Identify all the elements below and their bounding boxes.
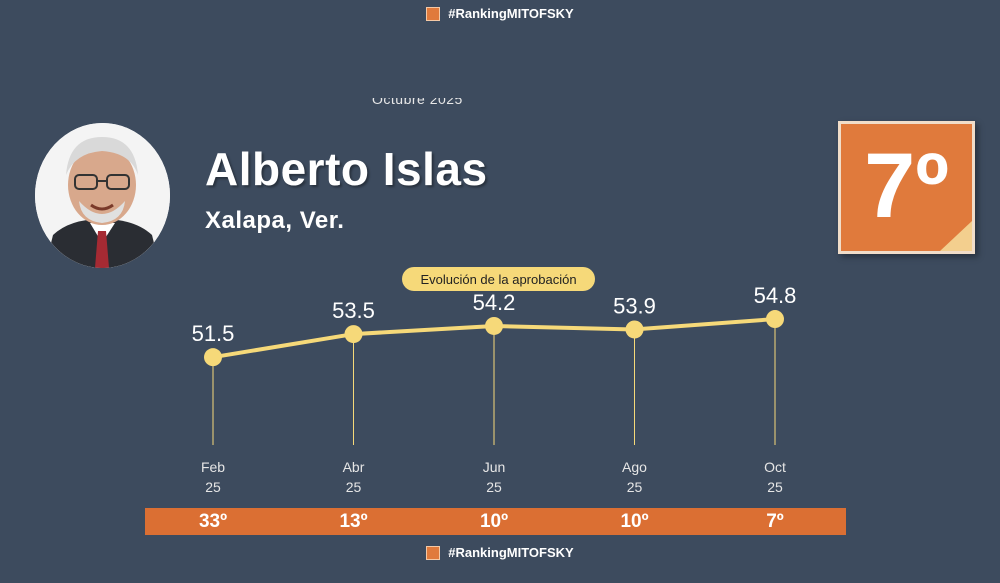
rank-bar bbox=[145, 508, 846, 535]
rank-badge: 7º bbox=[838, 121, 975, 254]
period-label: Octubre 2025 bbox=[372, 98, 482, 114]
hashtag-label: #RankingMITOFSKY bbox=[448, 545, 574, 560]
x-tick-year: 25 bbox=[205, 479, 221, 495]
x-tick-year: 25 bbox=[767, 479, 783, 495]
x-tick-month: Ago bbox=[622, 459, 647, 475]
x-tick-month: Jun bbox=[483, 459, 506, 475]
period-text: Octubre 2025 bbox=[372, 98, 463, 107]
data-point bbox=[625, 320, 644, 339]
x-tick-year: 25 bbox=[627, 479, 643, 495]
value-label: 54.2 bbox=[473, 290, 516, 315]
orange-square-icon bbox=[426, 545, 441, 560]
person-portrait-icon bbox=[35, 123, 170, 268]
person-city: Xalapa, Ver. bbox=[205, 207, 345, 234]
person-name: Alberto Islas bbox=[205, 143, 488, 195]
rank-label: 13º bbox=[339, 511, 368, 532]
rank-label: 10º bbox=[620, 511, 649, 532]
data-point bbox=[485, 316, 503, 335]
rank-value: 7º bbox=[864, 134, 949, 237]
x-tick-year: 25 bbox=[346, 479, 362, 495]
rank-label: 7º bbox=[766, 511, 784, 532]
orange-square-icon bbox=[426, 6, 441, 21]
value-label: 51.5 bbox=[192, 321, 235, 346]
data-point bbox=[204, 348, 222, 367]
data-point bbox=[344, 325, 363, 344]
x-tick-month: Feb bbox=[201, 459, 225, 475]
value-label: 54.8 bbox=[754, 283, 797, 308]
rank-label: 33º bbox=[198, 511, 228, 532]
x-tick-month: Abr bbox=[343, 459, 365, 475]
data-point bbox=[766, 310, 784, 329]
value-label: 53.5 bbox=[332, 298, 375, 323]
x-tick-year: 25 bbox=[486, 479, 502, 495]
chart-title-pill: Evolución de la aprobación bbox=[402, 267, 595, 291]
hashtag-bottom: #RankingMITOFSKY bbox=[0, 545, 1000, 560]
hashtag-top: #RankingMITOFSKY bbox=[0, 6, 1000, 21]
value-label: 53.9 bbox=[613, 293, 656, 318]
x-tick-month: Oct bbox=[764, 459, 786, 475]
rank-label: 10º bbox=[479, 511, 509, 532]
avatar bbox=[35, 123, 170, 268]
corner-fold bbox=[940, 221, 972, 251]
hashtag-label: #RankingMITOFSKY bbox=[448, 6, 574, 21]
